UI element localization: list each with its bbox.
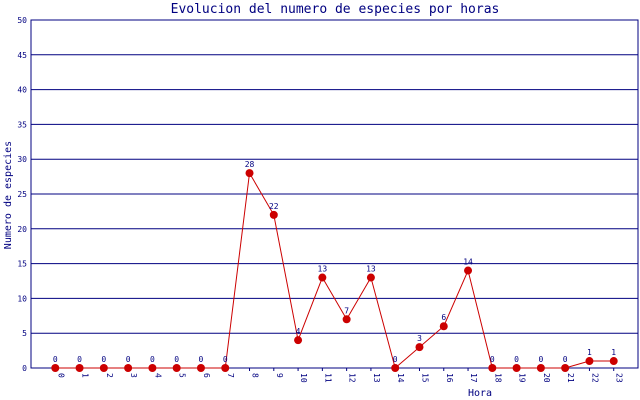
marker: [609, 357, 618, 366]
marker: [439, 322, 448, 331]
data-label: 0: [514, 355, 519, 364]
data-label: 22: [269, 202, 279, 211]
x-tick-label: 22: [590, 373, 599, 383]
data-label: 0: [538, 355, 543, 364]
x-tick-label: 12: [348, 373, 357, 383]
y-tick-label: 50: [17, 16, 27, 25]
data-label: 13: [366, 265, 376, 274]
data-label: 0: [223, 355, 228, 364]
data-label: 28: [245, 160, 255, 169]
x-tick-label: 15: [420, 373, 429, 383]
marker: [196, 364, 205, 372]
data-label: 1: [611, 348, 616, 357]
data-label: 14: [463, 258, 473, 267]
x-tick-label: 13: [372, 373, 381, 383]
chart-title: Evolucion del numero de especies por hor…: [171, 2, 500, 17]
marker: [124, 364, 133, 372]
marker: [464, 266, 473, 275]
y-tick-label: 0: [22, 364, 27, 373]
marker: [366, 273, 375, 282]
marker: [99, 364, 108, 372]
y-tick-label: 45: [17, 51, 27, 60]
x-tick-label: 4: [153, 373, 162, 378]
x-tick-label: 10: [299, 373, 308, 383]
y-tick-label: 25: [17, 190, 27, 199]
data-label: 13: [318, 265, 328, 274]
x-tick-label: 21: [566, 373, 575, 383]
y-tick-label: 35: [17, 120, 27, 129]
data-label: 0: [126, 355, 131, 364]
x-tick-label: 3: [129, 373, 138, 378]
x-axis-label: Hora: [468, 388, 492, 399]
y-axis-label: Numero de especies: [3, 141, 14, 249]
x-tick-label: 6: [202, 373, 211, 378]
y-tick-label: 30: [17, 155, 27, 164]
data-label: 4: [296, 327, 301, 336]
data-label: 6: [441, 313, 446, 322]
y-tick-label: 40: [17, 86, 27, 95]
data-label: 3: [417, 334, 422, 343]
data-label: 0: [150, 355, 155, 364]
marker: [245, 169, 254, 178]
x-tick-label: 16: [445, 373, 454, 383]
x-tick-label: 7: [226, 373, 235, 378]
x-tick-label: 5: [178, 373, 187, 378]
marker: [512, 364, 521, 372]
marker: [51, 364, 60, 372]
data-label: 0: [174, 355, 179, 364]
line: [55, 171, 614, 369]
y-tick-label: 15: [17, 260, 27, 269]
x-tick-label: 18: [493, 373, 502, 383]
data-label: 0: [563, 355, 568, 364]
x-tick-label: 8: [251, 373, 260, 378]
marker: [536, 364, 545, 372]
marker: [269, 210, 278, 219]
marker: [342, 315, 351, 324]
marker: [172, 364, 181, 372]
x-tick-label: 14: [396, 373, 405, 383]
marker: [148, 364, 157, 372]
x-tick-label: 1: [81, 373, 90, 378]
x-tick-label: 0: [56, 373, 65, 378]
marker: [75, 364, 84, 372]
y-tick-label: 5: [22, 329, 27, 338]
data-label: 0: [53, 355, 58, 364]
x-tick-label: 11: [323, 373, 332, 383]
data-label: 7: [344, 306, 349, 315]
marker: [488, 364, 497, 372]
marker: [221, 364, 230, 372]
y-tick-label: 20: [17, 225, 27, 234]
marker: [415, 343, 424, 352]
data-label: 0: [77, 355, 82, 364]
data-label: 0: [199, 355, 204, 364]
x-tick-label: 23: [615, 373, 624, 383]
x-tick-label: 2: [105, 373, 114, 378]
x-tick-label: 9: [275, 373, 284, 378]
marker: [391, 364, 400, 372]
marker: [294, 336, 303, 345]
marker: [561, 364, 570, 372]
y-tick-label: 10: [17, 294, 27, 303]
marker: [318, 273, 327, 282]
data-label: 0: [490, 355, 495, 364]
x-tick-label: 17: [469, 373, 478, 383]
marker: [585, 357, 594, 366]
x-tick-label: 19: [518, 373, 527, 383]
data-label: 0: [393, 355, 398, 364]
x-tick-label: 20: [542, 373, 551, 383]
data-label: 0: [101, 355, 106, 364]
data-label: 1: [587, 348, 592, 357]
